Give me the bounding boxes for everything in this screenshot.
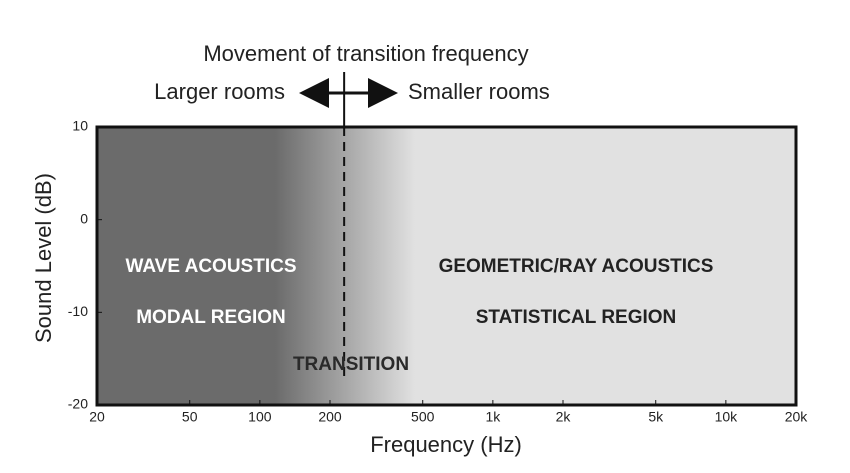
- y-tick-label: 0: [80, 210, 88, 226]
- y-tick-label: 10: [72, 118, 88, 134]
- x-tick-label: 10k: [715, 409, 739, 425]
- x-tick-label: 500: [411, 409, 435, 425]
- chart-title: Movement of transition frequency: [203, 41, 528, 66]
- x-tick-label: 20k: [785, 409, 809, 425]
- y-axis-label: Sound Level (dB): [31, 173, 56, 343]
- y-tick-label: -10: [68, 303, 88, 319]
- x-axis-label: Frequency (Hz): [370, 432, 522, 457]
- y-tick-label: -20: [68, 396, 88, 412]
- x-tick-label: 5k: [648, 409, 664, 425]
- region-label: TRANSITION: [293, 354, 409, 375]
- x-tick-label: 1k: [485, 409, 501, 425]
- region-label: STATISTICAL REGION: [476, 307, 677, 328]
- direction-label: Smaller rooms: [408, 79, 550, 104]
- region-label: MODAL REGION: [136, 307, 286, 328]
- plot-area: [95, 125, 798, 407]
- region-label: GEOMETRIC/RAY ACOUSTICS: [439, 256, 714, 277]
- region-label: WAVE ACOUSTICS: [125, 256, 296, 277]
- x-tick-label: 2k: [556, 409, 572, 425]
- x-tick-label: 20: [89, 409, 105, 425]
- direction-label: Larger rooms: [154, 79, 285, 104]
- x-tick-label: 100: [248, 409, 272, 425]
- x-tick-label: 200: [318, 409, 342, 425]
- x-tick-label: 50: [182, 409, 198, 425]
